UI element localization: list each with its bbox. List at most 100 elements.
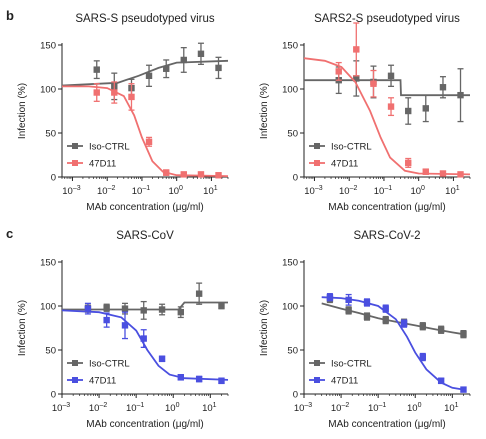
y-tick-label: 150 <box>40 258 56 269</box>
data-point <box>180 171 187 178</box>
data-point <box>103 316 110 324</box>
y-tick-label: 100 <box>282 85 298 96</box>
series-47D11: 47D11 <box>309 293 467 393</box>
y-axis-label: Infection (%) <box>17 300 28 356</box>
data-point <box>140 335 147 342</box>
data-point <box>215 64 222 72</box>
legend-label: Iso-CTRL <box>89 142 130 153</box>
legend-marker <box>314 160 320 166</box>
y-tick-label: 100 <box>282 302 298 313</box>
x-tick-label: 100 <box>165 402 180 414</box>
data-point <box>387 72 395 79</box>
data-point <box>177 308 185 316</box>
y-tick-label: 50 <box>287 346 298 357</box>
data-point <box>177 374 185 381</box>
chart-panel-1: SARS-S pseudotyped virus 0 50 100 150 10–3 10–… <box>17 13 229 213</box>
chart-panel-3: SARS-CoV 0 50 100 150 10–3 10–2 10–1 100 101 MAb c… <box>17 230 229 430</box>
y-tick-label: 150 <box>282 41 298 52</box>
fit-curve <box>62 301 228 311</box>
data-point <box>218 302 225 310</box>
data-point <box>163 169 170 176</box>
legend-label: Iso-CTRL <box>331 142 372 153</box>
data-point <box>180 56 187 64</box>
legend-marker <box>314 360 320 366</box>
y-tick-label: 0 <box>293 173 298 184</box>
series-47D11: 47D11 <box>303 22 471 178</box>
series-Iso-CTRL: Iso-CTRL <box>309 294 467 370</box>
data-point <box>353 75 360 82</box>
data-point <box>335 68 342 75</box>
data-point <box>353 46 360 53</box>
data-point <box>437 377 445 384</box>
x-tick-label: 10–1 <box>132 185 150 197</box>
series-Iso-CTRL: Iso-CTRL <box>61 42 229 153</box>
data-point <box>218 377 225 384</box>
data-point <box>419 353 427 361</box>
y-tick-label: 150 <box>40 41 56 52</box>
x-tick-label: 10–3 <box>62 185 80 197</box>
y-axis-label: Infection (%) <box>17 83 28 139</box>
y-tick-label: 150 <box>282 258 298 269</box>
data-point <box>163 65 170 72</box>
series-47D11: 47D11 <box>61 302 229 387</box>
data-point <box>121 322 129 329</box>
chart-panels: SARS-S pseudotyped virus 0 50 100 150 10–3 10–… <box>17 13 471 430</box>
chart-panel-4: SARS-CoV-2 0 50 100 150 10–3 10–2 10–1 100 101 MAb… <box>259 230 471 430</box>
y-tick-label: 50 <box>287 129 298 140</box>
y-tick-label: 100 <box>40 302 56 313</box>
data-point <box>439 84 447 91</box>
legend-marker <box>72 360 78 366</box>
y-tick-label: 0 <box>51 390 56 401</box>
data-point <box>422 168 429 175</box>
chart-title: SARS-S pseudotyped virus <box>75 13 215 25</box>
data-point <box>128 93 135 101</box>
series-47D11: 47D11 <box>62 81 229 179</box>
data-point <box>197 50 205 57</box>
data-point <box>457 171 464 178</box>
fit-curve <box>304 79 470 97</box>
panel-letter-b: b <box>6 8 14 23</box>
series-Iso-CTRL: Iso-CTRL <box>304 60 470 153</box>
data-point <box>140 307 147 314</box>
legend-label: 47D11 <box>89 159 116 170</box>
legend-label: 47D11 <box>331 159 358 170</box>
x-tick-label: 10–2 <box>89 402 107 414</box>
data-point <box>405 159 412 167</box>
data-point <box>195 375 203 383</box>
y-tick-label: 100 <box>40 85 56 96</box>
data-point <box>195 290 203 297</box>
legend-label: Iso-CTRL <box>331 359 372 370</box>
chart-title: SARS-CoV-2 <box>353 230 420 242</box>
x-tick-label: 10–1 <box>126 402 144 414</box>
y-axis-label: Infection (%) <box>259 300 270 356</box>
y-tick-label: 50 <box>45 346 56 357</box>
chart-title: SARS-CoV <box>116 230 174 242</box>
data-point <box>419 323 427 330</box>
chart-title: SARS2-S pseudotyped virus <box>314 13 460 25</box>
data-point <box>145 72 153 79</box>
x-tick-label: 101 <box>445 185 460 197</box>
data-point <box>158 355 166 362</box>
panel-letter-c: c <box>6 226 13 241</box>
x-tick-label: 10–3 <box>294 402 312 414</box>
x-tick-label: 10–2 <box>339 185 357 197</box>
legend-label: Iso-CTRL <box>89 359 130 370</box>
legend-marker <box>72 377 78 383</box>
x-axis-label: MAb concentration (μg/ml) <box>328 202 445 213</box>
series-Iso-CTRL: Iso-CTRL <box>62 282 228 370</box>
data-point <box>158 306 166 313</box>
x-tick-label: 10–1 <box>374 185 392 197</box>
legend-label: 47D11 <box>331 376 358 387</box>
fit-curve <box>321 296 464 391</box>
x-tick-label: 100 <box>407 402 422 414</box>
data-point <box>460 386 467 393</box>
data-point <box>84 305 92 312</box>
x-tick-label: 101 <box>444 402 459 414</box>
data-point <box>382 305 389 312</box>
legend-label: 47D11 <box>89 376 116 387</box>
x-tick-label: 10–2 <box>97 185 115 197</box>
x-tick-label: 10–3 <box>52 402 70 414</box>
y-tick-label: 0 <box>51 173 56 184</box>
x-axis-label: MAb concentration (μg/ml) <box>328 419 445 430</box>
